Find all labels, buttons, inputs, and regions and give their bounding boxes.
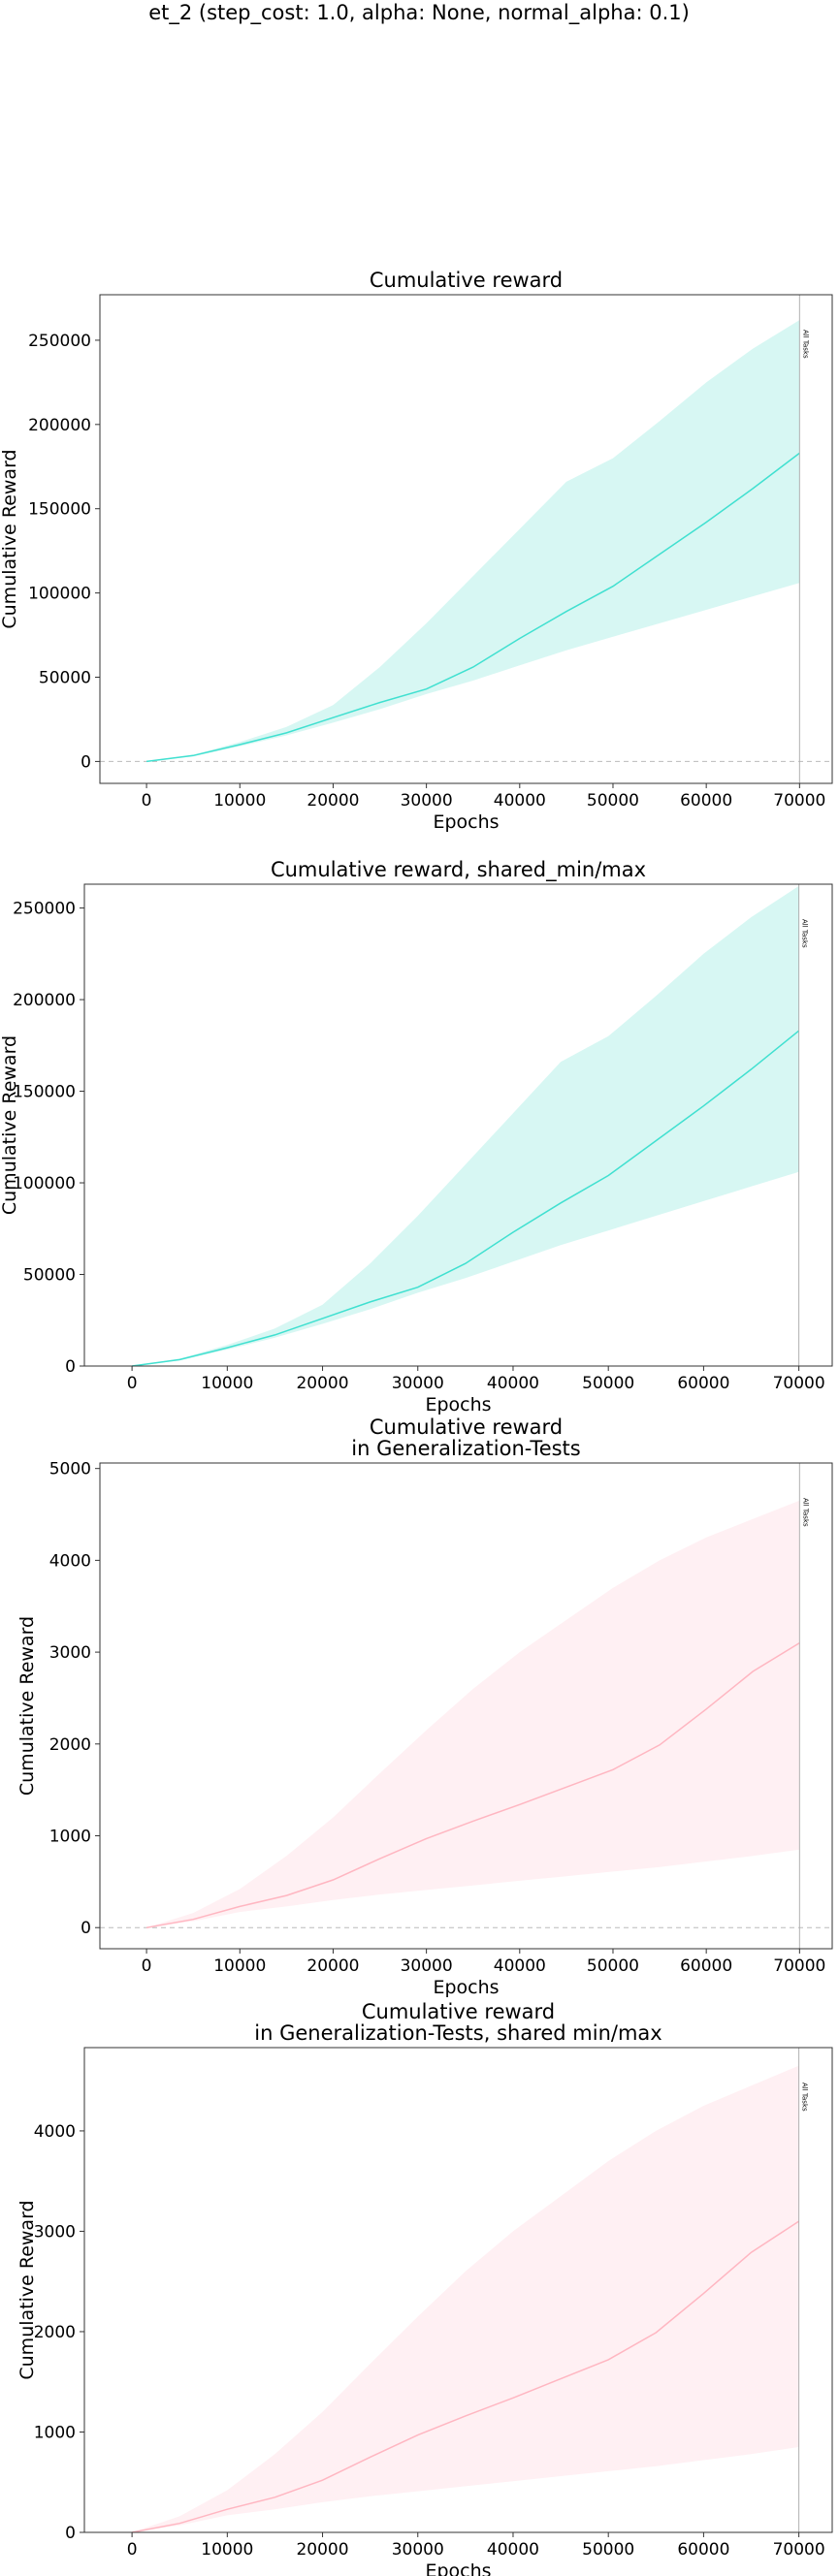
plot-frame <box>99 1462 833 1950</box>
x-tick-label: 70000 <box>773 1956 825 1976</box>
mean-line <box>145 1641 800 1928</box>
x-axis-label: Epochs <box>433 811 499 833</box>
y-axis-label: Cumulative Reward <box>0 1035 20 1215</box>
x-tick-label: 70000 <box>773 791 825 811</box>
chart-title: Cumulative reward <box>362 2000 555 2023</box>
task-marker-label: All Tasks <box>801 1498 809 1527</box>
x-tick-label: 0 <box>127 1374 138 1393</box>
x-tick-label: 60000 <box>677 1374 729 1393</box>
chart-title: Cumulative reward <box>370 269 563 292</box>
task-marker-label: All Tasks <box>801 330 809 359</box>
chart-title: Cumulative reward <box>370 1415 563 1439</box>
y-tick-label: 2000 <box>34 2323 76 2342</box>
y-tick-label: 0 <box>65 2524 76 2543</box>
y-tick-label: 3000 <box>49 1643 91 1663</box>
x-tick-label: 60000 <box>677 2540 729 2560</box>
x-tick-label: 20000 <box>296 1374 348 1393</box>
mean-line <box>131 2220 800 2533</box>
chart-title: Cumulative reward, shared_min/max <box>271 858 646 882</box>
y-tick-label: 200000 <box>13 991 76 1010</box>
x-tick-label: 10000 <box>213 791 266 811</box>
x-axis-label: Epochs <box>425 1394 491 1415</box>
x-tick-label: 40000 <box>494 791 546 811</box>
task-marker-label: All Tasks <box>801 2083 809 2112</box>
x-tick-label: 60000 <box>680 791 732 811</box>
x-axis-label: Epochs <box>425 2560 491 2576</box>
y-tick-label: 3000 <box>34 2222 76 2242</box>
y-tick-label: 0 <box>81 1919 91 1938</box>
y-tick-label: 0 <box>65 1357 76 1377</box>
chart-title: in Generalization-Tests <box>351 1437 580 1460</box>
y-axis-label: Cumulative Reward <box>16 2200 38 2379</box>
x-tick-label: 70000 <box>773 2540 825 2560</box>
y-tick-label: 150000 <box>28 500 91 520</box>
min-max-band <box>146 320 800 762</box>
x-tick-label: 40000 <box>487 1374 539 1393</box>
y-tick-label: 0 <box>81 752 91 772</box>
x-tick-label: 20000 <box>307 1956 359 1976</box>
y-tick-label: 150000 <box>13 1083 76 1102</box>
x-tick-label: 0 <box>142 791 152 811</box>
y-tick-label: 250000 <box>28 332 91 351</box>
chart-title: in Generalization-Tests, shared min/max <box>254 2021 662 2045</box>
x-tick-label: 10000 <box>201 2540 253 2560</box>
y-tick-label: 200000 <box>28 416 91 435</box>
x-tick-label: 30000 <box>392 1374 444 1393</box>
x-tick-label: 50000 <box>582 2540 634 2560</box>
x-tick-label: 30000 <box>401 791 453 811</box>
x-tick-label: 10000 <box>201 1374 253 1393</box>
x-tick-label: 40000 <box>494 1956 546 1976</box>
plot-frame <box>83 2047 833 2533</box>
y-tick-label: 2000 <box>49 1735 91 1755</box>
mean-line <box>132 1030 800 1367</box>
x-tick-label: 30000 <box>401 1956 453 1976</box>
x-tick-label: 0 <box>127 2540 138 2560</box>
y-tick-label: 4000 <box>34 2122 76 2142</box>
x-tick-label: 30000 <box>392 2540 444 2560</box>
x-tick-label: 10000 <box>213 1956 266 1976</box>
x-axis-label: Epochs <box>433 1977 499 1998</box>
x-tick-label: 60000 <box>680 1956 732 1976</box>
y-tick-label: 100000 <box>28 585 91 604</box>
y-axis-label: Cumulative Reward <box>0 449 20 628</box>
x-tick-label: 50000 <box>587 791 639 811</box>
x-tick-label: 0 <box>142 1956 152 1976</box>
y-tick-label: 50000 <box>39 669 91 688</box>
y-tick-label: 50000 <box>23 1266 76 1286</box>
task-marker-label: All Tasks <box>801 919 809 948</box>
min-max-band <box>132 885 799 1366</box>
x-tick-label: 50000 <box>582 1374 634 1393</box>
y-tick-label: 4000 <box>49 1551 91 1571</box>
figure-suptitle: et_2 (step_cost: 1.0, alpha: None, norma… <box>148 1 690 25</box>
mean-line <box>146 452 800 763</box>
x-tick-label: 40000 <box>487 2540 539 2560</box>
x-tick-label: 50000 <box>587 1956 639 1976</box>
min-max-band <box>146 1500 800 1928</box>
y-tick-label: 100000 <box>13 1174 76 1193</box>
y-tick-label: 5000 <box>49 1460 91 1479</box>
chart-panel-1: Cumulative reward All Tasks 0 10000 20000 300… <box>0 269 833 833</box>
plot-frame <box>99 294 833 784</box>
x-tick-label: 20000 <box>307 791 359 811</box>
chart-panel-2: Cumulative reward, shared_min/max All Tas… <box>0 858 833 1415</box>
min-max-band <box>132 2065 799 2532</box>
y-axis-label: Cumulative Reward <box>16 1616 38 1796</box>
y-tick-label: 1000 <box>49 1828 91 1847</box>
y-tick-label: 1000 <box>34 2423 76 2442</box>
x-tick-label: 20000 <box>296 2540 348 2560</box>
y-tick-label: 250000 <box>13 900 76 919</box>
x-tick-label: 70000 <box>773 1374 825 1393</box>
plot-frame <box>83 883 833 1367</box>
